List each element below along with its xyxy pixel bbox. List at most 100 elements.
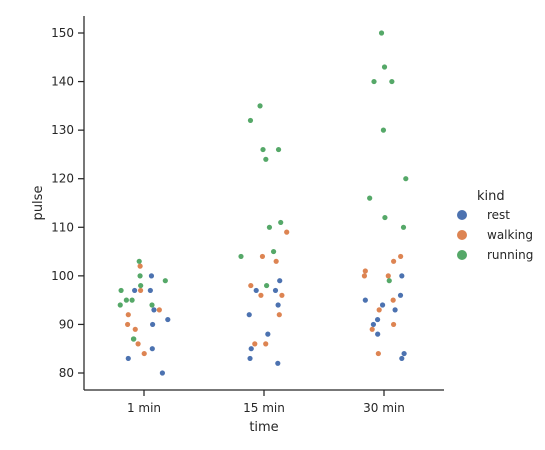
point-running bbox=[162, 278, 168, 284]
point-running bbox=[136, 258, 142, 264]
point-walking bbox=[132, 326, 138, 332]
point-rest bbox=[275, 360, 281, 366]
point-walking bbox=[259, 253, 266, 260]
point-rest bbox=[272, 287, 279, 294]
point-walking bbox=[390, 321, 397, 328]
y-tick-label: 110 bbox=[51, 220, 74, 234]
y-tick-label: 140 bbox=[51, 75, 74, 89]
point-rest bbox=[399, 355, 405, 362]
point-running bbox=[247, 117, 254, 124]
y-tick-label: 150 bbox=[51, 26, 74, 40]
y-axis-title: pulse bbox=[31, 186, 46, 221]
point-running bbox=[266, 224, 273, 230]
point-running bbox=[386, 278, 392, 284]
point-rest bbox=[399, 273, 405, 279]
point-rest bbox=[362, 297, 368, 303]
point-running bbox=[129, 297, 135, 303]
point-walking bbox=[258, 292, 264, 298]
point-rest bbox=[277, 278, 283, 284]
point-walking bbox=[156, 307, 162, 313]
point-walking bbox=[137, 287, 144, 294]
point-running bbox=[123, 297, 129, 303]
y-tick-label: 100 bbox=[51, 269, 74, 283]
point-walking bbox=[284, 229, 290, 235]
point-rest bbox=[265, 331, 271, 337]
point-rest bbox=[246, 312, 252, 318]
point-running bbox=[118, 287, 124, 294]
legend-label-walking: walking bbox=[487, 228, 533, 242]
x-tick-label: 30 min bbox=[363, 401, 405, 415]
point-walking bbox=[398, 253, 404, 260]
legend-label-rest: rest bbox=[487, 208, 510, 222]
point-running bbox=[238, 253, 244, 260]
y-tick-label: 120 bbox=[51, 172, 74, 186]
point-walking bbox=[125, 312, 131, 318]
legend-entries: rest walking running bbox=[457, 208, 533, 262]
y-tick-label: 80 bbox=[59, 366, 74, 380]
point-rest bbox=[275, 302, 281, 308]
point-running bbox=[382, 214, 388, 221]
point-walking bbox=[137, 263, 143, 269]
point-walking bbox=[362, 268, 368, 274]
point-running bbox=[137, 273, 143, 279]
legend: kind rest walking running bbox=[457, 189, 533, 262]
point-running bbox=[381, 64, 388, 70]
x-tick-label: 15 min bbox=[243, 401, 285, 415]
point-running bbox=[263, 156, 269, 162]
point-rest bbox=[149, 346, 155, 352]
point-rest bbox=[370, 321, 377, 328]
point-walking bbox=[279, 292, 285, 298]
point-walking bbox=[276, 312, 282, 318]
point-walking bbox=[375, 350, 381, 357]
point-walking bbox=[135, 341, 141, 347]
point-rest bbox=[148, 273, 155, 279]
point-running bbox=[275, 146, 282, 153]
point-rest bbox=[150, 321, 156, 328]
point-running bbox=[389, 78, 395, 85]
point-running bbox=[403, 176, 409, 182]
legend-label-running: running bbox=[487, 248, 533, 262]
y-tick-label: 90 bbox=[59, 317, 74, 331]
point-walking bbox=[361, 273, 368, 279]
point-walking bbox=[390, 297, 396, 303]
point-walking bbox=[369, 326, 375, 332]
point-rest bbox=[253, 287, 259, 294]
point-rest bbox=[397, 292, 404, 298]
point-running bbox=[257, 103, 263, 109]
point-rest bbox=[401, 350, 407, 357]
point-running bbox=[260, 146, 266, 153]
point-walking bbox=[125, 321, 131, 328]
point-running bbox=[270, 248, 277, 255]
y-axis-ticks: 80 90 100 110 120 130 140 150 bbox=[51, 26, 84, 380]
point-running bbox=[278, 219, 284, 226]
point-walking bbox=[141, 350, 147, 357]
point-running bbox=[138, 282, 144, 289]
x-axis-title: time bbox=[249, 420, 278, 435]
point-walking bbox=[391, 258, 397, 264]
point-rest bbox=[165, 316, 171, 323]
point-rest bbox=[374, 316, 381, 323]
point-running bbox=[380, 127, 387, 133]
point-rest bbox=[248, 346, 254, 352]
point-walking bbox=[273, 258, 279, 264]
point-running bbox=[371, 78, 377, 85]
point-running bbox=[149, 302, 155, 308]
point-walking bbox=[248, 282, 254, 289]
point-running bbox=[264, 282, 270, 289]
point-running bbox=[400, 224, 407, 230]
point-rest bbox=[247, 355, 253, 362]
point-walking bbox=[385, 273, 391, 279]
legend-marker-walking bbox=[457, 230, 467, 240]
point-rest bbox=[125, 355, 131, 362]
point-running bbox=[367, 195, 373, 201]
point-walking bbox=[263, 341, 269, 347]
point-walking bbox=[252, 341, 258, 347]
point-rest bbox=[159, 370, 165, 376]
point-rest bbox=[375, 331, 381, 337]
legend-title: kind bbox=[477, 189, 505, 204]
point-walking bbox=[376, 307, 382, 313]
point-rest bbox=[132, 287, 138, 294]
point-running bbox=[130, 336, 137, 342]
point-rest bbox=[379, 302, 386, 308]
